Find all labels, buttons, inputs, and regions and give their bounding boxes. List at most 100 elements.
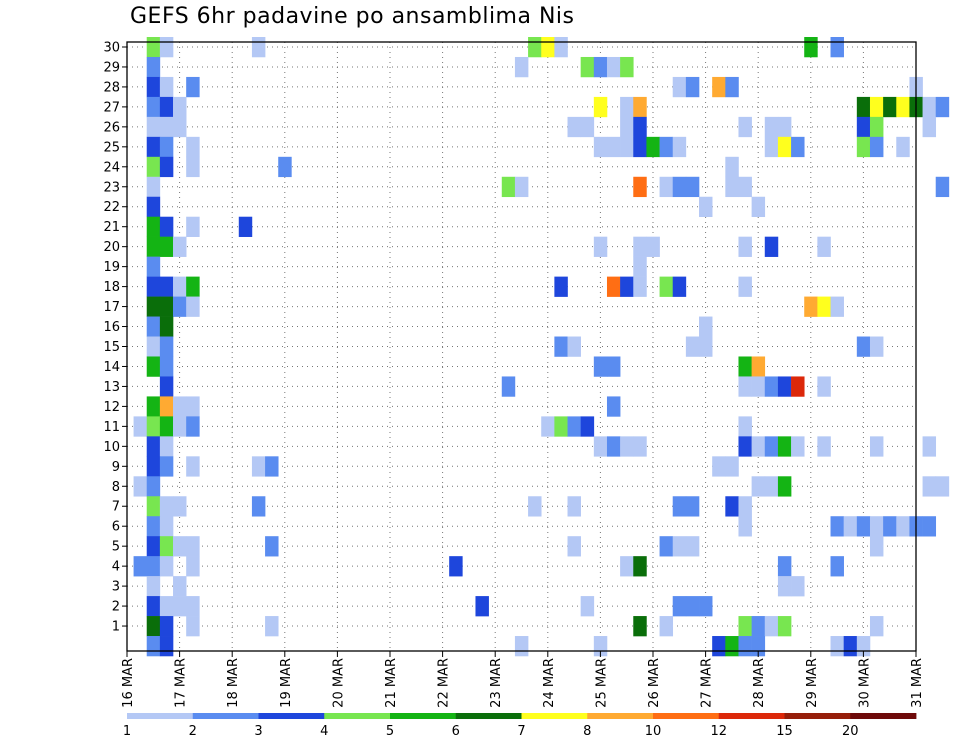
x-tick-label: 26 MAR [647,658,662,708]
heatmap-cell [146,436,161,457]
x-tick-label: 25 MAR [594,658,609,708]
heatmap-cell [659,536,674,557]
heatmap-cell [685,496,700,517]
heatmap-cell [685,76,700,98]
heatmap-cell [186,276,200,297]
heatmap-cell [146,476,161,497]
y-tick-label: 4 [112,560,120,575]
x-tick-label: 23 MAR [489,658,504,708]
heatmap-cell [659,616,674,637]
heatmap-cell [922,516,937,537]
heatmap-cell [251,496,266,517]
heatmap-cell [791,576,805,597]
heatmap-cell [514,176,529,198]
heatmap-cell [146,336,161,357]
heatmap-cell [764,136,779,158]
heatmap-cell [186,76,200,98]
heatmap-cell [265,536,279,557]
heatmap-cell [146,536,161,557]
colorbar-segment [850,713,917,719]
heatmap-cell [817,236,831,257]
heatmap-cell [146,76,161,98]
heatmap-cell [633,236,647,257]
y-tick-label: 28 [103,80,120,95]
heatmap-cell [620,436,634,457]
heatmap-cell [159,296,174,317]
y-tick-label: 24 [103,160,120,175]
colorbar-label: 3 [254,724,262,739]
heatmap-cell [173,416,187,437]
y-tick-label: 20 [103,240,120,255]
heatmap-cell [725,156,739,178]
heatmap-cell [738,496,752,517]
heatmap-cell [186,616,200,637]
heatmap-cell [133,556,148,577]
heatmap-cell [856,116,871,138]
heatmap-cell [712,636,726,657]
y-tick-label: 9 [112,460,120,475]
heatmap-cell [146,136,161,158]
heatmap-cell [159,456,174,477]
heatmap-cell [133,416,148,437]
heatmap-cell [633,116,647,138]
heatmap-cell [725,456,739,477]
heatmap-cell [738,516,752,537]
heatmap-cell [738,376,752,397]
colorbar-segment [784,713,851,719]
heatmap-cell [475,596,489,617]
heatmap-cell [593,236,608,257]
heatmap-cell [830,37,844,58]
heatmap-cell [777,576,792,597]
heatmap-cell [173,276,187,297]
heatmap-cell [620,556,634,577]
heatmap-cell [672,276,687,297]
heatmap-cell [685,536,700,557]
heatmap-cell [764,616,779,637]
heatmap-cell [606,276,621,297]
heatmap-cell [751,436,766,457]
heatmap-cell [869,116,884,138]
heatmap-cell [159,516,174,537]
colorbar-label: 10 [645,724,662,739]
heatmap-cell [672,536,687,557]
y-tick-label: 2 [112,600,120,615]
colorbar-label: 8 [583,724,591,739]
heatmap-cell [633,556,647,577]
heatmap-cell [672,176,687,198]
heatmap-cell [856,136,871,158]
heatmap-cell [777,136,792,158]
heatmap-cell [751,376,766,397]
heatmap-cell [146,496,161,517]
heatmap-cell [738,616,752,637]
colorbar-segment [653,713,720,719]
colorbar-label: 4 [320,724,328,739]
colorbar-label: 6 [452,724,460,739]
heatmap-cell [830,296,844,317]
heatmap-cell [685,596,700,617]
y-tick-label: 22 [103,200,120,215]
heatmap-cell [672,596,687,617]
heatmap-cell [146,256,161,277]
heatmap-cell [883,96,897,118]
x-tick-label: 30 MAR [857,658,872,708]
heatmap-cell [159,636,174,657]
heatmap-cell [159,37,174,58]
heatmap-cell [935,176,950,198]
heatmap-cell [633,176,647,198]
heatmap-cell [935,96,950,118]
heatmap-cell [856,336,871,357]
heatmap-cell [501,376,516,397]
heatmap-cell [173,296,187,317]
y-tick-label: 1 [112,620,120,635]
heatmap-cell [159,336,174,357]
heatmap-cell [580,56,595,78]
heatmap-cell [146,156,161,178]
heatmap-cell [159,156,174,178]
heatmap-cell [843,636,858,657]
heatmap-cell [593,56,608,78]
colorbar-segment [390,713,457,719]
heatmap-cell [672,76,687,98]
heatmap-cell [146,56,161,78]
heatmap-cell [146,296,161,317]
